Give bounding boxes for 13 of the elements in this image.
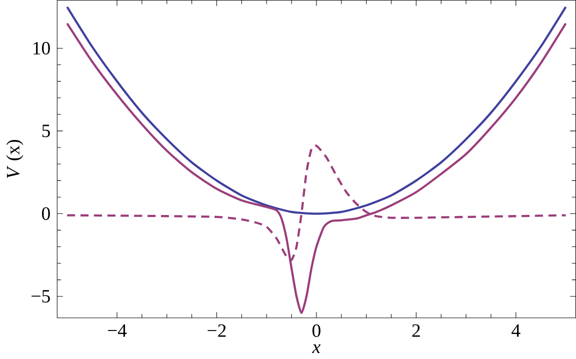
line-series [66, 22, 567, 314]
y-tick-label: −5 [32, 290, 50, 302]
y-axis-title: V (x) [6, 140, 24, 178]
y-tick-label: 5 [42, 124, 50, 138]
y-tick-label: 0 [42, 207, 50, 220]
x-tick-label: −4 [108, 324, 127, 337]
line-series [66, 6, 567, 215]
x-tick-label: 0 [312, 324, 320, 337]
x-tick-label: −2 [208, 324, 226, 337]
x-tick-label: 4 [512, 324, 520, 337]
y-tick-label: 10 [34, 42, 50, 54]
x-axis-title: x [312, 344, 320, 353]
x-tick-label: 2 [412, 324, 420, 337]
